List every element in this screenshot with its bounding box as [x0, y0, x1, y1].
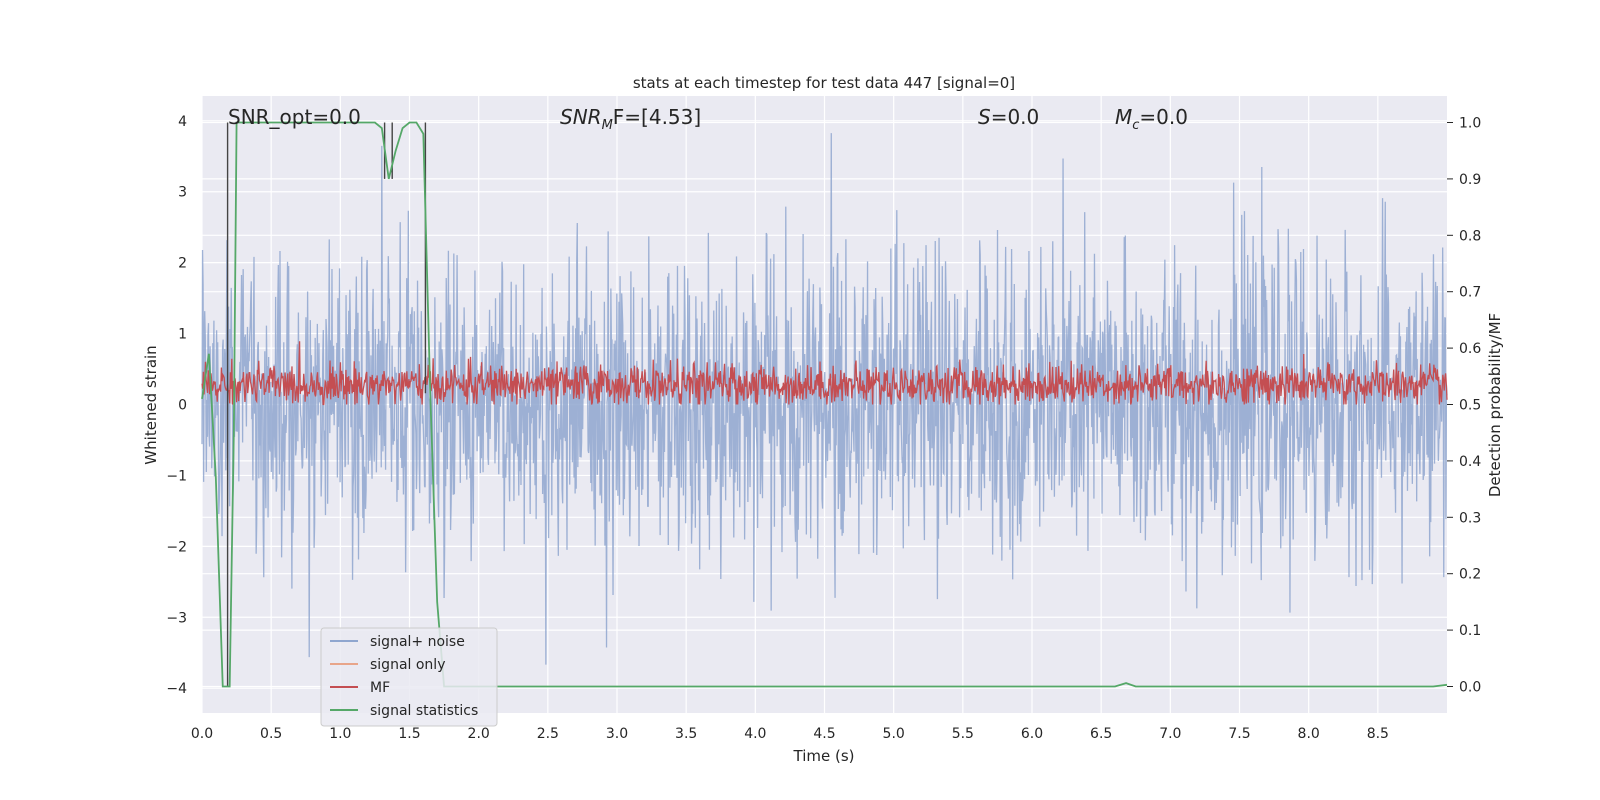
y-right-axis-ticks: 0.0 0.1 0.2 0.3 0.4 0.5 0.6 0.7 0.8 0.9 1.0 — [1447, 116, 1481, 695]
x-tick-label: 3.0 — [606, 726, 628, 742]
vertical-markers — [226, 122, 427, 687]
y-right-axis-label: Detection probability/MF — [1486, 313, 1504, 497]
x-tick-label: 2.0 — [468, 726, 490, 742]
line-signal-statistics — [201, 121, 1448, 688]
series-signal-noise — [201, 133, 1448, 665]
x-tick-label: 5.0 — [883, 726, 905, 742]
y-left-tick-label: −3 — [166, 610, 187, 626]
x-tick-label: 4.0 — [744, 726, 766, 742]
y-left-axis-ticks: −4 −3 −2 −1 0 1 2 3 4 — [166, 114, 187, 697]
x-tick-label: 5.5 — [952, 726, 974, 742]
annotation-snr-opt: SNR_opt=0.0 — [228, 105, 361, 129]
x-axis-ticks: 0.0 0.5 1.0 1.5 2.0 2.5 3.0 3.5 4.0 4.5 5.0 5.5 6.0 6… — [191, 726, 1389, 742]
legend-box — [320, 627, 498, 727]
legend: signal+ noise signal only MF signal stat… — [320, 627, 498, 727]
y-right-tick-label: 0.4 — [1459, 454, 1481, 470]
x-tick-label: 7.5 — [1228, 726, 1250, 742]
x-tick-label: 3.5 — [675, 726, 697, 742]
x-tick-label: 1.5 — [398, 726, 420, 742]
chart-title: stats at each timestep for test data 447… — [633, 74, 1015, 92]
annotation-snr-mf: SNRMF=[4.53] — [560, 105, 701, 133]
x-tick-label: 0.5 — [260, 726, 282, 742]
x-tick-label: 1.0 — [329, 726, 351, 742]
y-left-axis-label: Whitened strain — [142, 345, 160, 464]
line-signal-noise — [201, 133, 1448, 665]
y-left-tick-label: 2 — [178, 256, 187, 272]
y-right-tick-label: 1.0 — [1459, 116, 1481, 132]
legend-label-mf: MF — [370, 680, 390, 696]
y-right-tick-label: 0.8 — [1459, 228, 1481, 244]
x-axis-label: Time (s) — [793, 747, 855, 765]
x-tick-label: 7.0 — [1159, 726, 1181, 742]
legend-label-signal-noise: signal+ noise — [370, 634, 465, 650]
x-tick-label: 6.5 — [1090, 726, 1112, 742]
line-mf — [201, 341, 1448, 406]
y-left-tick-label: −2 — [166, 539, 187, 555]
legend-label-signal-only: signal only — [370, 657, 445, 673]
y-right-tick-label: 0.7 — [1459, 285, 1481, 301]
x-tick-label: 6.0 — [1021, 726, 1043, 742]
y-left-tick-label: −1 — [166, 468, 187, 484]
series-mf — [201, 341, 1448, 406]
y-right-tick-label: 0.9 — [1459, 172, 1481, 188]
y-left-tick-label: 1 — [178, 327, 187, 343]
x-tick-label: 2.5 — [537, 726, 559, 742]
x-tick-label: 8.0 — [1298, 726, 1320, 742]
legend-label-signal-statistics: signal statistics — [370, 703, 478, 719]
y-left-tick-label: 4 — [178, 114, 187, 130]
y-right-tick-label: 0.0 — [1459, 679, 1481, 695]
series-signal-statistics — [201, 121, 1448, 688]
x-tick-label: 8.5 — [1367, 726, 1389, 742]
y-right-tick-label: 0.2 — [1459, 567, 1481, 583]
y-left-tick-label: −4 — [166, 681, 187, 697]
y-left-tick-label: 3 — [178, 185, 187, 201]
y-right-tick-label: 0.5 — [1459, 398, 1481, 414]
annotation-s: S=0.0 — [978, 105, 1039, 129]
x-tick-label: 4.5 — [813, 726, 835, 742]
y-right-tick-label: 0.6 — [1459, 341, 1481, 357]
annotation-mc: Mc=0.0 — [1115, 105, 1188, 133]
y-right-tick-label: 0.3 — [1459, 510, 1481, 526]
y-left-tick-label: 0 — [178, 398, 187, 414]
y-right-tick-label: 0.1 — [1459, 623, 1481, 639]
x-tick-label: 0.0 — [191, 726, 213, 742]
